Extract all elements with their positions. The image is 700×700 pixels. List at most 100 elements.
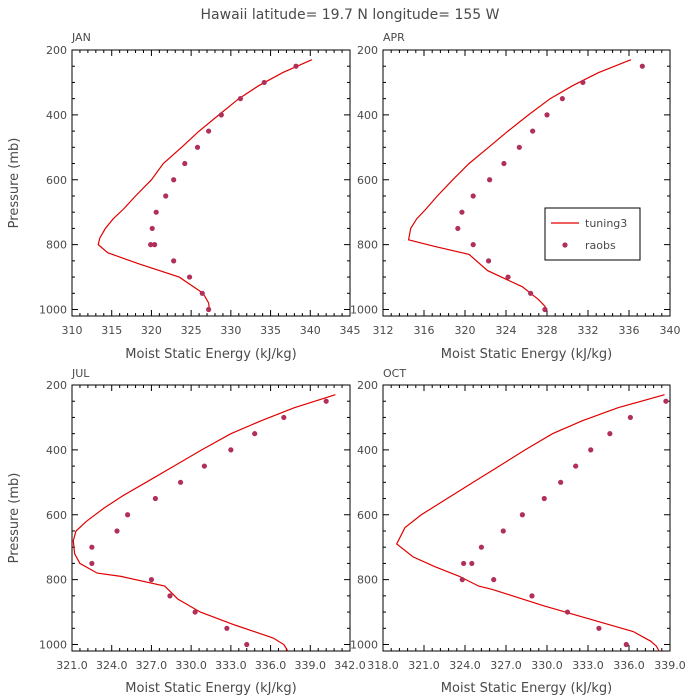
y-tick-label: 200 <box>357 44 378 57</box>
legend: tuning3 raobs <box>544 207 641 261</box>
series-point-raobs <box>218 112 224 118</box>
series-point-raobs <box>529 593 535 599</box>
x-tick-label: 321.0 <box>56 659 88 672</box>
y-tick-label: 200 <box>46 44 67 57</box>
panel-title: OCT <box>383 367 406 380</box>
series-point-raobs <box>573 463 579 469</box>
series-point-raobs <box>564 609 571 615</box>
series-point-raobs <box>627 414 633 421</box>
series-point-raobs <box>293 63 299 69</box>
series-point-raobs <box>125 512 131 518</box>
x-tick-label: 330.0 <box>531 659 563 672</box>
series-point-raobs <box>192 609 198 615</box>
y-tick-label: 400 <box>46 109 67 122</box>
legend-label: tuning3 <box>585 217 627 230</box>
series-point-raobs <box>182 160 188 167</box>
y-tick-label: 400 <box>46 444 67 457</box>
series-point-raobs <box>461 560 467 567</box>
y-tick-label: 600 <box>357 174 378 187</box>
series-point-raobs <box>558 479 564 485</box>
series-point-raobs <box>455 225 461 232</box>
series-point-raobs <box>194 144 201 150</box>
series-point-raobs <box>607 431 613 437</box>
legend-box <box>544 207 641 261</box>
figure-title: Hawaii latitude= 19.7 N longitude= 155 W <box>201 7 500 23</box>
series-point-raobs <box>201 463 207 469</box>
series-point-raobs <box>580 79 586 86</box>
series-point-raobs <box>530 128 536 134</box>
series-point-raobs <box>663 398 669 404</box>
x-tick-label: 320 <box>141 324 162 337</box>
y-tick-label: 400 <box>357 109 378 122</box>
x-tick-label: 318.0 <box>367 659 399 672</box>
series-point-raobs <box>491 577 497 583</box>
panel-jul: JUL 321.0 324.0 327.0 330.0 333.0 336.0 339.0 34… <box>7 367 366 696</box>
series-point-raobs <box>623 641 629 648</box>
x-tick-label: 336 <box>619 324 640 337</box>
series-point-raobs <box>485 258 492 264</box>
y-tick-label: 400 <box>357 444 378 457</box>
series-point-raobs <box>528 290 534 296</box>
series-point-raobs <box>186 274 193 280</box>
series-point-raobs <box>596 625 602 631</box>
x-tick-label: 340 <box>660 324 681 337</box>
series-point-raobs <box>500 528 506 534</box>
panel-title: JAN <box>71 31 91 44</box>
series-point-raobs <box>199 290 205 296</box>
x-tick-label: 316 <box>414 324 435 337</box>
series-point-raobs <box>89 560 95 567</box>
series-point-raobs <box>542 306 548 313</box>
series-point-raobs <box>469 560 475 567</box>
x-tick-label: 310 <box>62 324 83 337</box>
series-point-raobs <box>487 177 493 183</box>
y-tick-label: 200 <box>357 379 378 392</box>
x-tick-label: 321.0 <box>408 659 440 672</box>
x-tick-label: 312 <box>373 324 394 337</box>
series-point-raobs <box>148 242 154 248</box>
series-point-raobs <box>148 577 155 583</box>
x-tick-label: 333.0 <box>215 659 247 672</box>
x-tick-label: 327.0 <box>136 659 168 672</box>
x-tick-label: 333.0 <box>572 659 604 672</box>
series-point-raobs <box>252 431 258 437</box>
series-point-raobs <box>588 447 594 453</box>
panel-title: JUL <box>71 367 90 380</box>
y-tick-label: 800 <box>357 239 378 252</box>
series-point-raobs <box>171 258 177 264</box>
series-point-raobs <box>323 398 329 404</box>
series-point-raobs <box>544 112 550 118</box>
panel-title: APR <box>383 31 405 44</box>
series-line-tuning3 <box>407 59 632 310</box>
y-tick-label: 1000 <box>350 304 378 317</box>
series-point-raobs <box>541 495 547 502</box>
series-point-raobs <box>167 593 173 599</box>
x-tick-label: 339.0 <box>295 659 327 672</box>
x-tick-label: 342.0 <box>334 659 366 672</box>
x-tick-label: 327.0 <box>490 659 522 672</box>
series-point-raobs <box>639 63 645 69</box>
y-tick-label: 600 <box>46 509 67 522</box>
y-tick-label: 800 <box>46 239 67 252</box>
x-tick-label: 328 <box>537 324 558 337</box>
y-tick-label: 800 <box>46 574 67 587</box>
y-axis-title: Pressure (mb) <box>7 138 22 229</box>
series-line-tuning3 <box>72 394 336 652</box>
series-point-raobs <box>470 242 476 248</box>
series-point-raobs <box>478 544 484 550</box>
x-tick-label: 336.0 <box>613 659 645 672</box>
series-point-raobs <box>261 79 267 86</box>
x-axis-title: Moist Static Energy (kJ/kg) <box>125 681 296 696</box>
series-point-raobs <box>459 577 465 583</box>
x-tick-label: 325 <box>181 324 202 337</box>
series-point-raobs <box>177 479 184 485</box>
panel-oct: OCT 318.0 321.0 324.0 327.0 330.0 333.0 336.0 33… <box>350 367 686 696</box>
panels: JAN 310 315 320 325 330 335 340 345 200 400 600 800 1… <box>7 31 686 696</box>
series-point-raobs <box>519 512 526 518</box>
x-tick-label: 339.0 <box>654 659 686 672</box>
y-tick-label: 200 <box>46 379 67 392</box>
x-tick-label: 324.0 <box>449 659 481 672</box>
x-tick-label: 335 <box>260 324 281 337</box>
y-tick-label: 1000 <box>39 639 67 652</box>
x-tick-label: 330 <box>220 324 241 337</box>
series-point-raobs <box>89 544 95 550</box>
